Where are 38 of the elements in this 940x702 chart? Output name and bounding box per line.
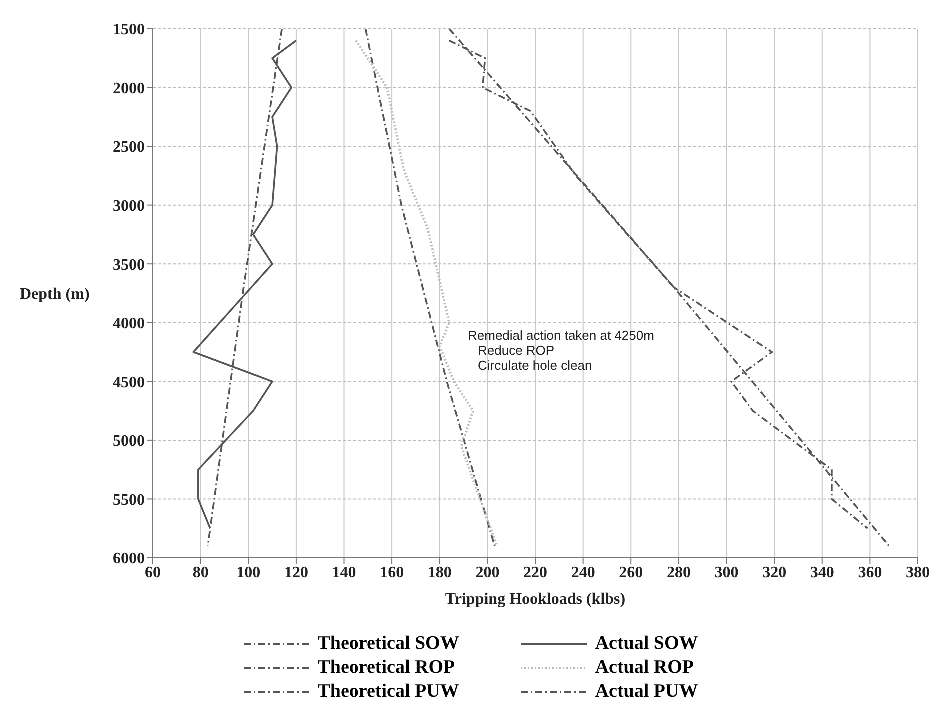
legend-label: Actual ROP [595,657,694,679]
x-tick-label: 260 [619,564,644,582]
annotation: Reduce ROP [477,343,556,358]
x-tick-label: 120 [284,564,308,582]
legend-label: Actual PUW [595,681,698,702]
x-tick-label: 320 [762,564,787,582]
x-axis-title: Tripping Hookloads (klbs) [445,591,626,608]
y-tick-label: 6000 [113,550,145,568]
x-tick-label: 160 [380,564,404,582]
x-tick-label: 360 [858,564,882,582]
annotation: Circulate hole clean [477,358,594,373]
y-tick-label: 3500 [113,256,145,274]
x-tick-label: 100 [236,564,261,582]
y-tick-label: 5000 [113,433,145,450]
x-tick-label: 220 [524,564,548,582]
x-tick-label: 80 [192,564,209,582]
x-tick-label: 200 [476,564,500,582]
y-tick-label: 2000 [113,80,145,98]
legend-label: Theoretical PUW [318,681,460,702]
y-tick-label: 1500 [113,22,145,39]
y-tick-label: 3000 [113,198,145,216]
x-tick-label: 60 [145,564,161,582]
legend-label: Actual SOW [595,633,698,655]
x-tick-label: 280 [666,564,691,582]
legend-label: Theoretical ROP [318,657,456,679]
annotation: Remedial action taken at 4250m [468,328,654,343]
x-tick-label: 340 [810,564,834,582]
legend-label: Theoretical SOW [318,633,460,655]
y-tick-label: 4500 [113,374,145,392]
x-tick-label: 180 [428,564,452,582]
x-tick-label: 300 [714,564,739,582]
y-tick-label: 5500 [113,492,145,509]
y-tick-label: 2500 [113,139,145,156]
x-tick-label: 240 [571,564,596,582]
x-tick-label: 380 [906,564,930,582]
y-tick-label: 4000 [113,316,145,333]
x-tick-label: 140 [332,564,356,582]
y-axis-title: Depth (m) [20,286,90,304]
